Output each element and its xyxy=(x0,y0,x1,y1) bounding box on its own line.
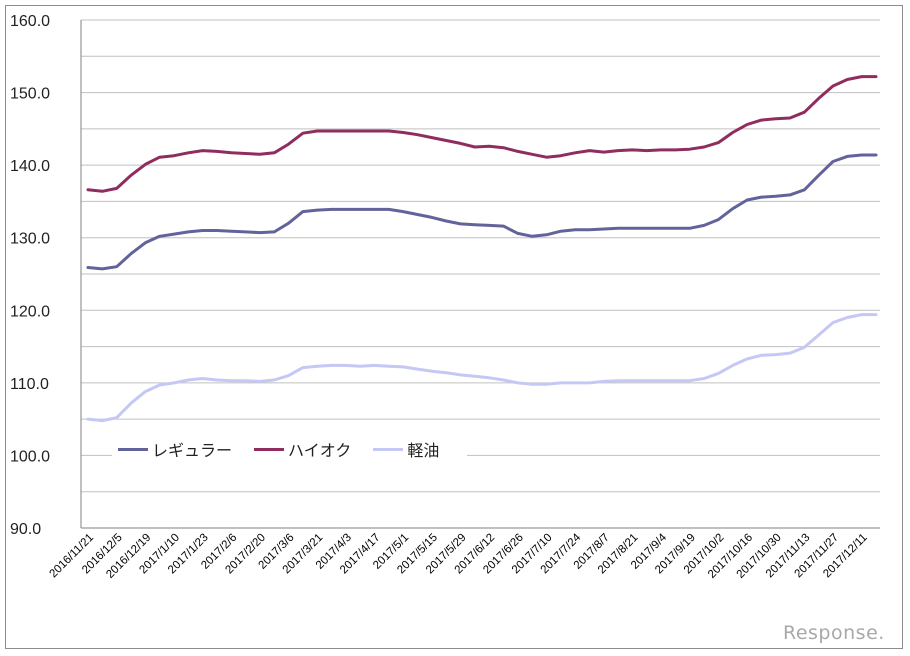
chart-frame xyxy=(5,5,903,649)
response-logo: Response. xyxy=(783,622,885,644)
y-tick-label: 100.0 xyxy=(10,448,50,465)
legend-label-regular: レギュラー xyxy=(152,441,233,460)
y-tick-label: 120.0 xyxy=(10,303,50,320)
series-line-high-octane xyxy=(86,75,878,193)
legend-swatch-high-octane xyxy=(254,447,285,451)
y-tick-label: 90.0 xyxy=(10,521,41,538)
series-lines xyxy=(86,75,878,423)
series-line-regular xyxy=(86,153,878,271)
y-axis-labels: 160.0 150.0 140.0 130.0 120.0 110.0 100.0 90.0 xyxy=(10,13,50,538)
legend: レギュラー ハイオク 軽油 xyxy=(112,437,468,461)
legend-swatch-regular xyxy=(118,447,148,451)
legend-swatch-diesel xyxy=(373,447,404,451)
y-tick-label: 160.0 xyxy=(10,13,50,30)
y-tick-label: 110.0 xyxy=(10,376,49,393)
legend-item-regular: レギュラー xyxy=(118,437,232,461)
y-tick-label: 150.0 xyxy=(10,86,50,103)
legend-label-high-octane: ハイオク xyxy=(288,441,352,460)
y-tick-label: 140.0 xyxy=(10,158,50,175)
legend-label-diesel: 軽油 xyxy=(407,441,440,460)
legend-item-high-octane: ハイオク xyxy=(254,437,351,461)
series-line-diesel xyxy=(86,313,878,423)
y-tick-label: 130.0 xyxy=(10,231,50,248)
x-axis-labels: 2016/11/212016/12/52016/12/192017/1/1020… xyxy=(48,531,870,581)
gridlines xyxy=(81,19,880,493)
watermark-text: Response. xyxy=(783,622,885,644)
legend-item-diesel: 軽油 xyxy=(373,437,439,461)
